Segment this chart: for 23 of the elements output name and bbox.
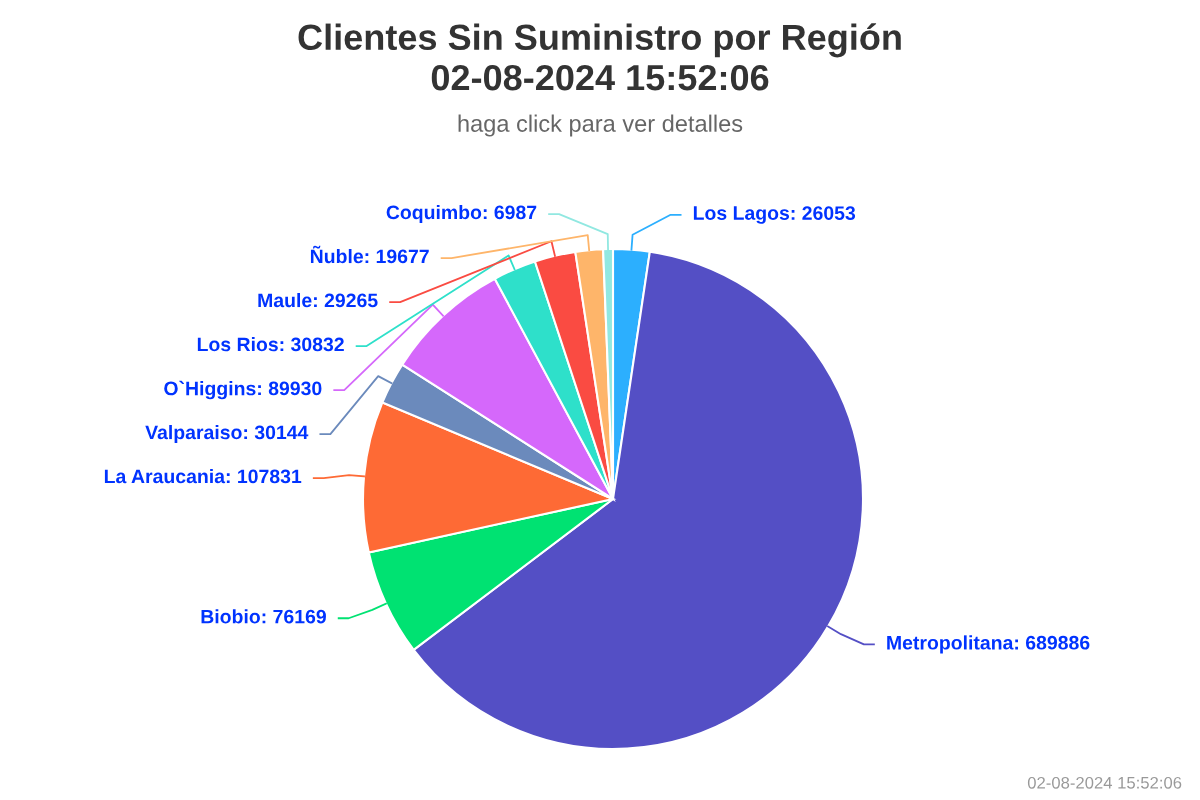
data-label: : 689886 (1015, 635, 1090, 650)
slice-label: Ñuble (310, 245, 364, 264)
slice-label: Los Rios (197, 336, 278, 352)
data-label: : 76169 (262, 609, 326, 624)
data-label: : 29265 (314, 293, 378, 308)
chart-subtitle: haga click para ver detalles (458, 114, 743, 137)
slice-label: O`Higgins (164, 380, 256, 400)
slice-label: Coquimbo (386, 204, 482, 224)
data-label: : 6987 (483, 205, 537, 220)
data-label: : 19677 (365, 249, 429, 264)
text: 02-08-2024 15:52:06 (1027, 776, 1182, 789)
data-label: : 107831 (226, 469, 302, 484)
data-label: : 26053 (791, 206, 856, 221)
data-label: : 30144 (244, 425, 309, 440)
slice-label: La Araucania (104, 468, 226, 484)
slice-label: Valparaiso (145, 424, 242, 444)
slice-label: Metropolitana (887, 635, 1014, 654)
slice-label: Los Lagos (693, 206, 790, 224)
slice-label: Biobio (201, 609, 260, 624)
chart-title: Clientes Sin Suministro por Región 02-08-2024 15:52:06 (298, 23, 901, 91)
slice-label: Maule (258, 292, 312, 308)
data-label: : 30832 (280, 337, 344, 352)
data-label: : 89930 (258, 381, 322, 396)
